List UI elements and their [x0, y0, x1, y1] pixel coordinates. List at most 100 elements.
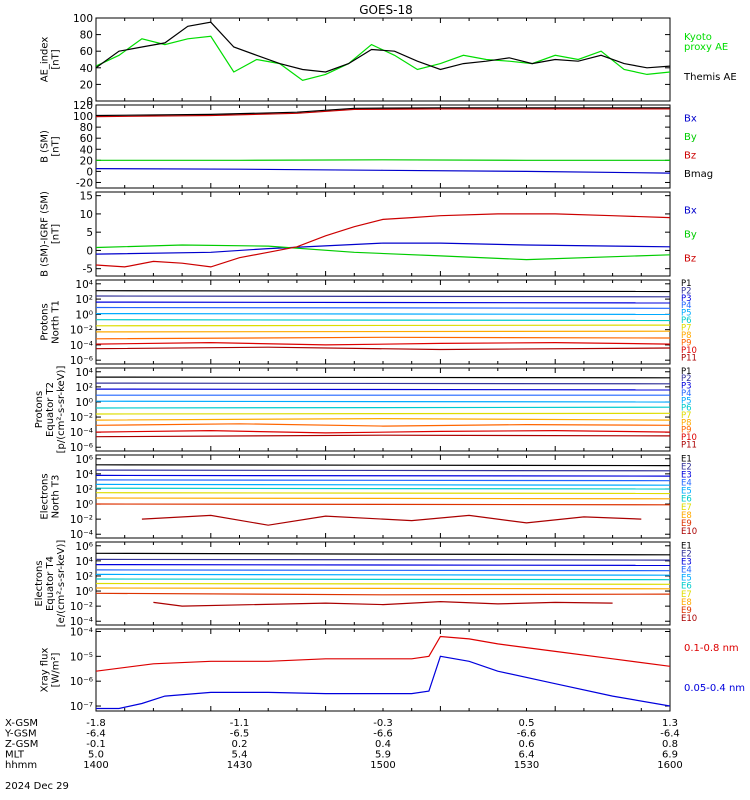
y-tick-label: -20: [76, 177, 93, 189]
y-axis-label: Xray flux: [40, 648, 51, 693]
x-tick-label: 0.8: [662, 739, 678, 750]
legend-entry-p9: P9: [681, 338, 692, 348]
y-tick-label: 10²: [75, 571, 93, 583]
legend-entry-p4: P4: [681, 301, 692, 311]
panel-electrons_t4: 10⁶ 10⁴ 10² 10⁰ 10⁻² 10⁻⁴ Electrons Equator T4[…: [34, 540, 697, 629]
series-e5: [96, 573, 670, 576]
series-bz: [96, 108, 670, 118]
y-tick-label: 10²: [75, 382, 93, 394]
x-tick-label: 1500: [370, 760, 395, 771]
series-p4: [96, 306, 670, 309]
series-e1: [96, 464, 670, 467]
series-e10: [141, 514, 642, 526]
panel-protons_t1: 10⁴ 10² 10⁰ 10⁻² 10⁻⁴ 10⁻⁶ Protons North T1 P1P2…: [40, 279, 697, 367]
x-tick-label: 0.5: [519, 718, 535, 729]
series-p1: [96, 376, 670, 379]
legend-entry-bmag: Bmag: [684, 169, 713, 180]
series-p3: [96, 301, 670, 304]
series-bx: [96, 242, 670, 255]
legend-entry-e5: E5: [681, 574, 692, 584]
legend-entry-e4: E4: [681, 566, 692, 576]
x-tick-label: -6.6: [373, 729, 393, 740]
series-p10: [96, 429, 670, 434]
legend-entry-e4: E4: [681, 479, 692, 489]
y-tick-label: 10⁻⁴: [70, 529, 93, 541]
x-tick-label: 1430: [227, 760, 252, 771]
legend-entry-p11: P11: [681, 440, 697, 450]
y-axis-label: B (SM): [40, 130, 51, 163]
legend-entry-e8: E8: [681, 598, 692, 608]
legend-entry-p7: P7: [681, 324, 692, 334]
legend-entry-e9: E9: [681, 519, 692, 529]
y-tick-label: 0: [86, 245, 93, 257]
legend-entry-p8: P8: [681, 418, 692, 428]
legend-entry-bx: Bx: [684, 206, 697, 217]
series-e9: [96, 503, 670, 506]
legend-entry-p11: P11: [681, 353, 697, 363]
x-tick-label: -6.5: [230, 729, 250, 740]
legend-entry-bx: Bx: [684, 114, 697, 125]
y-tick-label: 100: [73, 13, 93, 25]
legend-entry-p5: P5: [681, 309, 692, 319]
y-tick-label: 10⁴: [75, 556, 93, 568]
y-tick-label: 10⁴: [75, 469, 93, 481]
legend-entry-p2: P2: [681, 374, 692, 384]
x-tick-label: 6.4: [519, 750, 535, 761]
y-tick-label: 10⁴: [75, 367, 93, 379]
legend-entry-p4: P4: [681, 389, 692, 399]
panel-frame: [95, 454, 671, 539]
legend-entry-e6: E6: [681, 495, 692, 505]
y-tick-label: 10⁻⁴: [70, 427, 93, 439]
series-p8: [96, 330, 670, 333]
y-tick-label: 0: [86, 96, 93, 108]
y-tick-label: 10²: [75, 484, 93, 496]
legend-entry-themis-ae: Themis AE: [683, 72, 737, 83]
series-e3: [96, 474, 670, 477]
x-row-label-y-gsm: Y-GSM: [4, 729, 37, 740]
legend-entry-p1: P1: [681, 367, 692, 377]
series-themis-ae: [96, 21, 670, 73]
y-tick-label: 10⁻²: [70, 514, 93, 526]
x-tick-label: 5.0: [88, 750, 104, 761]
legend-entry-bz: Bz: [684, 254, 696, 265]
y-tick-label: 120: [73, 100, 93, 112]
series-e2: [96, 469, 670, 472]
legend-entry-p9: P9: [681, 426, 692, 436]
legend-entry-by: By: [684, 132, 697, 143]
series-e6: [96, 487, 670, 490]
y-tick-label: 60: [80, 46, 93, 58]
legend-entry-e1: E1: [681, 541, 692, 551]
series-p10: [96, 341, 670, 346]
y-tick-label: 10⁴: [75, 279, 93, 291]
series-e7: [96, 582, 670, 585]
x-tick-label: -6.4: [86, 729, 106, 740]
series-0-05-0-4-nm: [96, 655, 670, 710]
series-e4: [96, 569, 670, 572]
y-tick-label: 60: [80, 133, 93, 145]
y-axis-label: Electrons: [34, 560, 45, 606]
series-e8: [96, 587, 670, 590]
legend-entry-kyoto: Kyoto: [684, 32, 712, 43]
y-tick-label: 10⁻⁵: [70, 651, 93, 663]
series-by: [96, 159, 670, 161]
legend-entry-e1: E1: [681, 454, 692, 464]
series-e6: [96, 578, 670, 581]
y-axis-label: [W/m²]: [51, 652, 62, 687]
legend-entry-p5: P5: [681, 396, 692, 406]
x-tick-label: 1530: [514, 760, 539, 771]
y-tick-label: 10⁻²: [70, 412, 93, 424]
legend-entry-p3: P3: [681, 294, 692, 304]
series-bmag: [96, 107, 670, 117]
legend-entry-e2: E2: [681, 550, 692, 560]
y-tick-label: 15: [80, 191, 93, 203]
legend-entry-p6: P6: [681, 316, 692, 326]
legend-entry-p3: P3: [681, 382, 692, 392]
y-tick-label: 10²: [75, 294, 93, 306]
legend-entry-e3: E3: [681, 471, 692, 481]
series-e4: [96, 479, 670, 482]
y-axis-label: [nT]: [51, 136, 62, 156]
x-tick-label: 5.9: [375, 750, 391, 761]
y-tick-label: 0: [86, 166, 93, 178]
legend-entry-by: By: [684, 230, 697, 241]
